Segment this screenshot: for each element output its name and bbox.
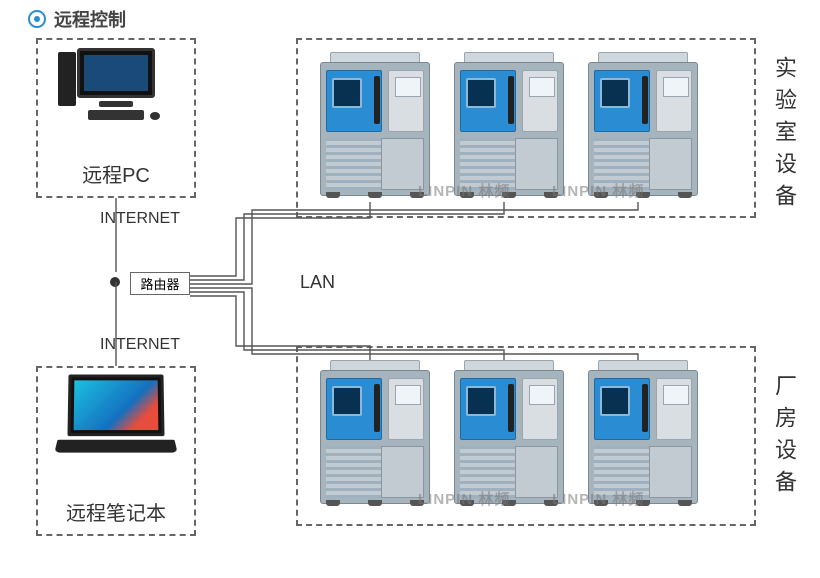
- router-label: 路由器: [130, 272, 190, 295]
- watermark: LINPIN 林频: [552, 180, 644, 201]
- test-chamber-icon: [316, 360, 434, 510]
- remote-pc-label: 远程PC: [38, 159, 194, 188]
- internet-label-top: INTERNET: [100, 210, 180, 228]
- test-chamber-icon: [316, 52, 434, 202]
- remote-pc-box: 远程PC: [36, 38, 196, 198]
- router-node-icon: [110, 277, 120, 287]
- title-text: 远程控制: [54, 6, 126, 32]
- lab-equipment-label: 实验室设备: [768, 56, 800, 216]
- laptop-icon: [56, 374, 176, 464]
- lan-label: LAN: [300, 272, 335, 293]
- internet-label-bottom: INTERNET: [100, 336, 180, 354]
- watermark: LINPIN 林频: [552, 488, 644, 509]
- watermark: LINPIN 林频: [418, 180, 510, 201]
- remote-laptop-box: 远程笔记本: [36, 366, 196, 536]
- desktop-pc-icon: [70, 48, 162, 130]
- factory-equipment-label: 厂房设备: [768, 374, 800, 502]
- target-icon: [28, 10, 46, 28]
- watermark: LINPIN 林频: [418, 488, 510, 509]
- remote-laptop-label: 远程笔记本: [38, 497, 194, 526]
- diagram-title: 远程控制: [28, 6, 126, 32]
